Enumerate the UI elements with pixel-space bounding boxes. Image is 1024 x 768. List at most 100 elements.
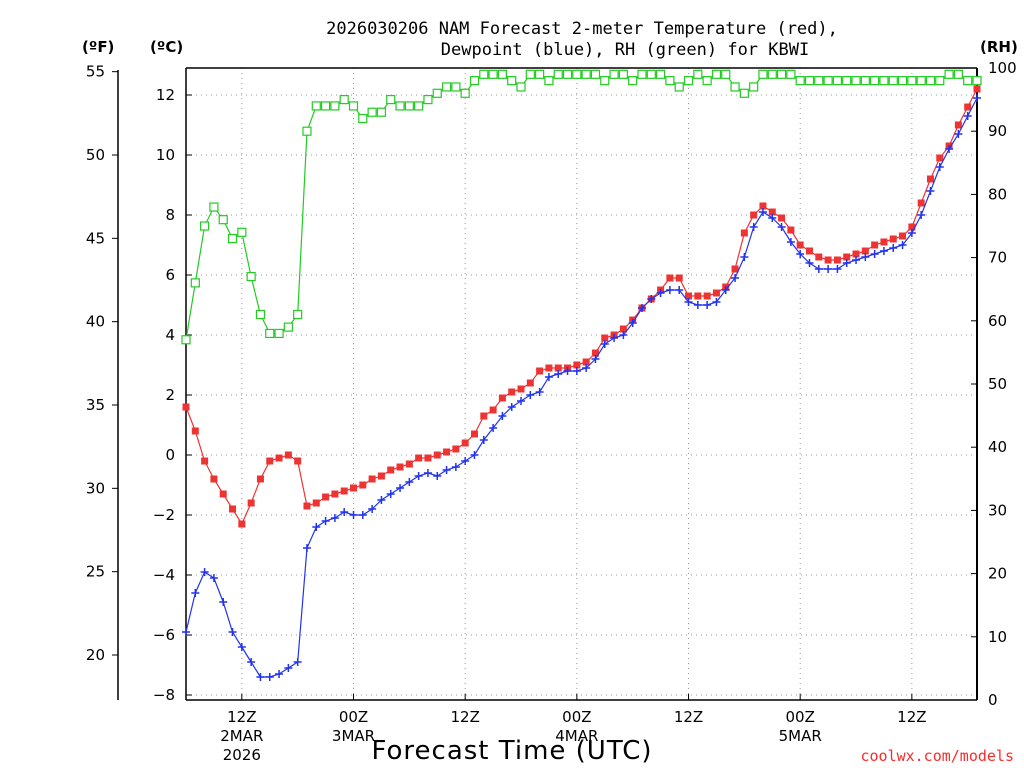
x-tick-date: 3MAR xyxy=(332,727,375,745)
rh-point xyxy=(274,328,284,339)
rh-point xyxy=(255,309,266,320)
rh-point xyxy=(944,69,954,79)
rh-point xyxy=(358,113,368,124)
rh-point xyxy=(907,76,917,86)
temperature-point xyxy=(415,454,423,462)
dewpoint-point xyxy=(386,490,395,498)
temperature-point xyxy=(833,256,841,264)
fahrenheit-tick-label: 20 xyxy=(86,646,105,664)
dewpoint-point xyxy=(879,247,888,255)
rh-point xyxy=(367,107,377,117)
rh-point xyxy=(479,69,489,79)
rh-point xyxy=(767,69,777,79)
temperature-point xyxy=(750,211,758,219)
rh-point xyxy=(441,82,452,92)
rh-point xyxy=(227,234,238,244)
temperature-point xyxy=(405,460,413,468)
dewpoint-point xyxy=(824,265,833,273)
dewpoint-point xyxy=(600,340,609,348)
temperature-point xyxy=(247,499,255,507)
temperature-point xyxy=(917,199,925,207)
temperature-point xyxy=(731,265,739,273)
temperature-point xyxy=(526,379,534,387)
rh-point xyxy=(832,76,843,86)
temperature-point xyxy=(824,256,832,264)
data-series xyxy=(181,69,982,681)
rh-point xyxy=(953,69,963,79)
dewpoint-point xyxy=(786,238,795,246)
rh-tick-label: 40 xyxy=(988,438,1007,456)
rh-point xyxy=(469,76,480,86)
dewpoint-point xyxy=(368,505,377,513)
dewpoint-point xyxy=(973,94,981,102)
rh-point xyxy=(339,94,349,105)
celsius-tick-label: 12 xyxy=(156,86,175,104)
temperature-point xyxy=(498,394,506,402)
fahrenheit-tick-label: 25 xyxy=(86,563,105,581)
dewpoint-point xyxy=(740,253,749,261)
temperature-point xyxy=(424,454,432,462)
rh-point xyxy=(237,227,247,237)
rh-point xyxy=(572,69,582,79)
dewpoint-point xyxy=(563,367,572,375)
dewpoint-point xyxy=(340,508,349,516)
temperature-point xyxy=(517,385,525,393)
temperature-point xyxy=(815,253,823,261)
temperature-point xyxy=(843,253,851,261)
temperature-point xyxy=(973,85,981,93)
rh-point xyxy=(320,101,331,111)
temperature-point xyxy=(591,349,599,357)
x-tick-label: 00Z xyxy=(339,708,368,726)
dewpoint-point xyxy=(861,253,870,261)
dewpoint-point xyxy=(312,523,321,531)
dewpoint-point xyxy=(321,517,330,525)
temperature-point xyxy=(601,334,609,342)
dewpoint-point xyxy=(926,187,935,195)
x-tick-label: 12Z xyxy=(450,708,479,726)
rh-point xyxy=(553,69,563,79)
rh-tick-label: 30 xyxy=(988,501,1007,519)
rh-point xyxy=(562,69,573,79)
rh-point xyxy=(600,76,610,86)
rh-point xyxy=(870,76,880,86)
dewpoint-point xyxy=(870,250,879,258)
temperature-point xyxy=(312,499,320,507)
temperature-point xyxy=(480,412,488,420)
dewpoint-point xyxy=(749,223,758,231)
rh-tick-label: 20 xyxy=(988,565,1007,583)
celsius-tick-label: −4 xyxy=(153,566,175,584)
rh-point xyxy=(776,69,787,79)
temperature-point xyxy=(452,445,460,453)
dewpoint-point xyxy=(405,478,414,486)
rh-tick-label: 0 xyxy=(988,691,998,709)
temperature-point xyxy=(443,448,451,456)
temperature-point xyxy=(768,208,776,216)
temperature-point xyxy=(387,466,395,474)
dewpoint-point xyxy=(526,391,535,399)
temperature-point xyxy=(871,241,879,249)
temperature-point xyxy=(694,292,702,300)
dewpoint-point xyxy=(219,598,228,606)
temperature-point xyxy=(284,451,292,459)
rh-tick-label: 80 xyxy=(988,185,1007,203)
temperature-point xyxy=(926,175,934,183)
dewpoint-point xyxy=(247,658,256,666)
dewpoint-point xyxy=(712,298,721,306)
temperature-point xyxy=(787,226,795,234)
dewpoint-point xyxy=(517,397,526,405)
rh-point xyxy=(386,94,396,105)
credit-link[interactable]: coolwx.com/models xyxy=(860,747,1014,765)
rh-point xyxy=(683,76,694,86)
dewpoint-point xyxy=(507,403,516,411)
temperature-point xyxy=(489,406,497,414)
rh-tick-label: 100 xyxy=(988,59,1017,77)
dewpoint-point xyxy=(535,388,544,396)
dewpoint-point xyxy=(637,304,646,312)
fahrenheit-unit-label: (ºF) xyxy=(82,38,114,56)
temperature-point xyxy=(554,364,562,372)
temperature-point xyxy=(964,103,972,111)
celsius-tick-label: −6 xyxy=(153,626,175,644)
temperature-point xyxy=(294,457,302,465)
rh-point xyxy=(218,215,228,225)
